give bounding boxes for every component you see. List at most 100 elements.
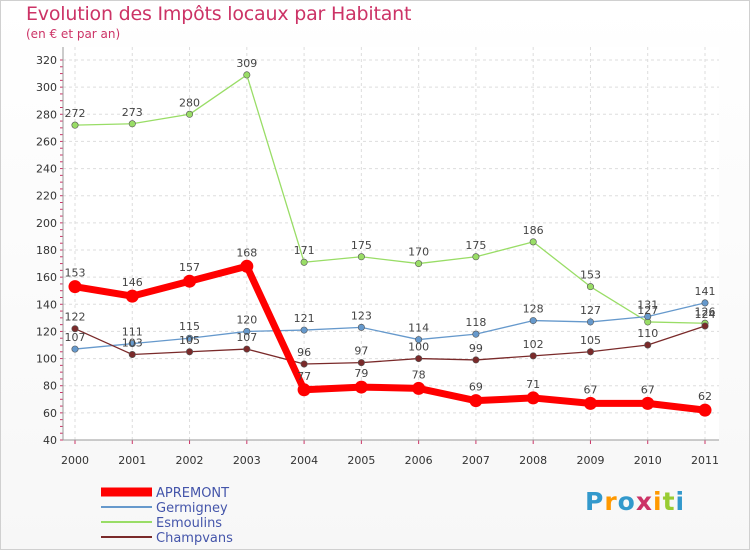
y-tick-label: 40	[43, 434, 57, 447]
data-point-apremont	[698, 403, 712, 417]
data-point-champvans	[186, 348, 194, 356]
data-point-apremont	[183, 274, 197, 288]
y-tick-label: 140	[36, 298, 57, 311]
data-label-apremont: 69	[469, 381, 483, 394]
data-point-esmoulins	[415, 260, 423, 268]
y-tick-label: 260	[36, 135, 57, 148]
data-point-esmoulins	[586, 283, 594, 291]
data-label-germigney: 121	[294, 312, 315, 325]
data-label-apremont: 77	[297, 370, 311, 383]
data-label-germigney: 114	[408, 322, 429, 335]
data-point-champvans	[472, 356, 480, 364]
x-tick-label: 2004	[290, 454, 318, 467]
data-label-apremont: 78	[412, 368, 426, 381]
data-label-esmoulins: 171	[294, 244, 315, 257]
data-point-champvans	[71, 325, 79, 333]
data-label-esmoulins: 127	[637, 304, 658, 317]
data-point-apremont	[469, 394, 483, 408]
logo-letter: t	[662, 487, 676, 516]
data-label-apremont: 153	[65, 267, 86, 280]
legend-label-apremont: APREMONT	[156, 486, 229, 501]
data-label-champvans: 102	[523, 338, 544, 351]
x-tick-label: 2005	[347, 454, 375, 467]
data-label-germigney: 123	[351, 309, 372, 322]
data-point-esmoulins	[357, 253, 365, 261]
legend-label-germigney: Germigney	[156, 501, 228, 516]
data-point-germigney	[186, 334, 194, 342]
data-point-esmoulins	[128, 120, 136, 128]
chart-title: Evolution des Impôts locaux par Habitant	[26, 3, 412, 25]
logo-letter: P	[585, 487, 605, 516]
y-tick-label: 100	[36, 353, 57, 366]
data-label-champvans: 97	[354, 345, 368, 358]
logo-letter: i	[653, 487, 663, 516]
chart-subtitle: (en € et par an)	[26, 27, 121, 41]
legend-label-esmoulins: Esmoulins	[156, 516, 222, 531]
logo-letter: o	[617, 487, 636, 516]
data-label-esmoulins: 126	[695, 305, 716, 318]
data-label-apremont: 79	[354, 367, 368, 380]
data-point-champvans	[243, 345, 251, 353]
data-point-apremont	[125, 289, 139, 303]
data-point-germigney	[701, 299, 709, 307]
data-label-champvans: 105	[179, 334, 200, 347]
data-point-champvans	[415, 355, 423, 363]
data-point-esmoulins	[71, 121, 79, 129]
logo-letter: x	[635, 487, 653, 516]
logo-letter: r	[604, 487, 618, 516]
data-label-esmoulins: 170	[408, 246, 429, 259]
data-label-germigney: 131	[637, 299, 658, 312]
data-point-germigney	[128, 340, 136, 348]
data-label-champvans: 107	[236, 331, 257, 344]
data-label-germigney: 127	[580, 304, 601, 317]
data-point-apremont	[240, 259, 254, 273]
x-tick-label: 2009	[576, 454, 604, 467]
y-tick-label: 220	[36, 190, 57, 203]
series-line-germigney	[74, 302, 706, 350]
data-label-apremont: 67	[641, 383, 655, 396]
data-point-esmoulins	[243, 71, 251, 79]
data-point-esmoulins	[529, 238, 537, 246]
x-tick-label: 2002	[176, 454, 204, 467]
data-point-esmoulins	[472, 253, 480, 261]
y-tick-label: 300	[36, 81, 57, 94]
data-point-champvans	[701, 322, 709, 330]
series-line-apremont	[74, 262, 706, 414]
data-label-germigney: 107	[65, 331, 86, 344]
y-tick-label: 80	[43, 380, 57, 393]
data-point-champvans	[644, 341, 652, 349]
legend-label-champvans: Champvans	[156, 531, 233, 546]
data-point-apremont	[641, 396, 655, 410]
data-point-germigney	[243, 327, 251, 335]
data-label-germigney: 118	[465, 316, 486, 329]
x-tick-label: 2003	[233, 454, 261, 467]
data-label-esmoulins: 272	[65, 107, 86, 120]
x-tick-label: 2008	[519, 454, 547, 467]
x-tick-label: 2001	[118, 454, 146, 467]
y-tick-label: 60	[43, 407, 57, 420]
x-tick-label: 2006	[405, 454, 433, 467]
y-tick-label: 280	[36, 108, 57, 121]
data-point-germigney	[644, 312, 652, 320]
data-label-champvans: 122	[65, 311, 86, 324]
data-point-germigney	[472, 330, 480, 338]
data-label-germigney: 141	[695, 285, 716, 298]
data-label-germigney: 128	[523, 303, 544, 316]
data-label-esmoulins: 175	[465, 239, 486, 252]
data-label-apremont: 67	[583, 383, 597, 396]
data-label-apremont: 71	[526, 378, 540, 391]
data-point-apremont	[526, 391, 540, 405]
x-tick-label: 2000	[61, 454, 89, 467]
data-label-champvans: 124	[695, 308, 716, 321]
data-label-esmoulins: 309	[236, 57, 257, 70]
y-tick-label: 180	[36, 244, 57, 257]
data-point-germigney	[586, 318, 594, 326]
data-point-germigney	[71, 345, 79, 353]
data-label-champvans: 105	[580, 334, 601, 347]
data-label-champvans: 99	[469, 342, 483, 355]
data-point-apremont	[412, 381, 426, 395]
logo-letter: i	[675, 487, 686, 516]
x-tick-label: 2011	[691, 454, 719, 467]
y-tick-label: 120	[36, 325, 57, 338]
